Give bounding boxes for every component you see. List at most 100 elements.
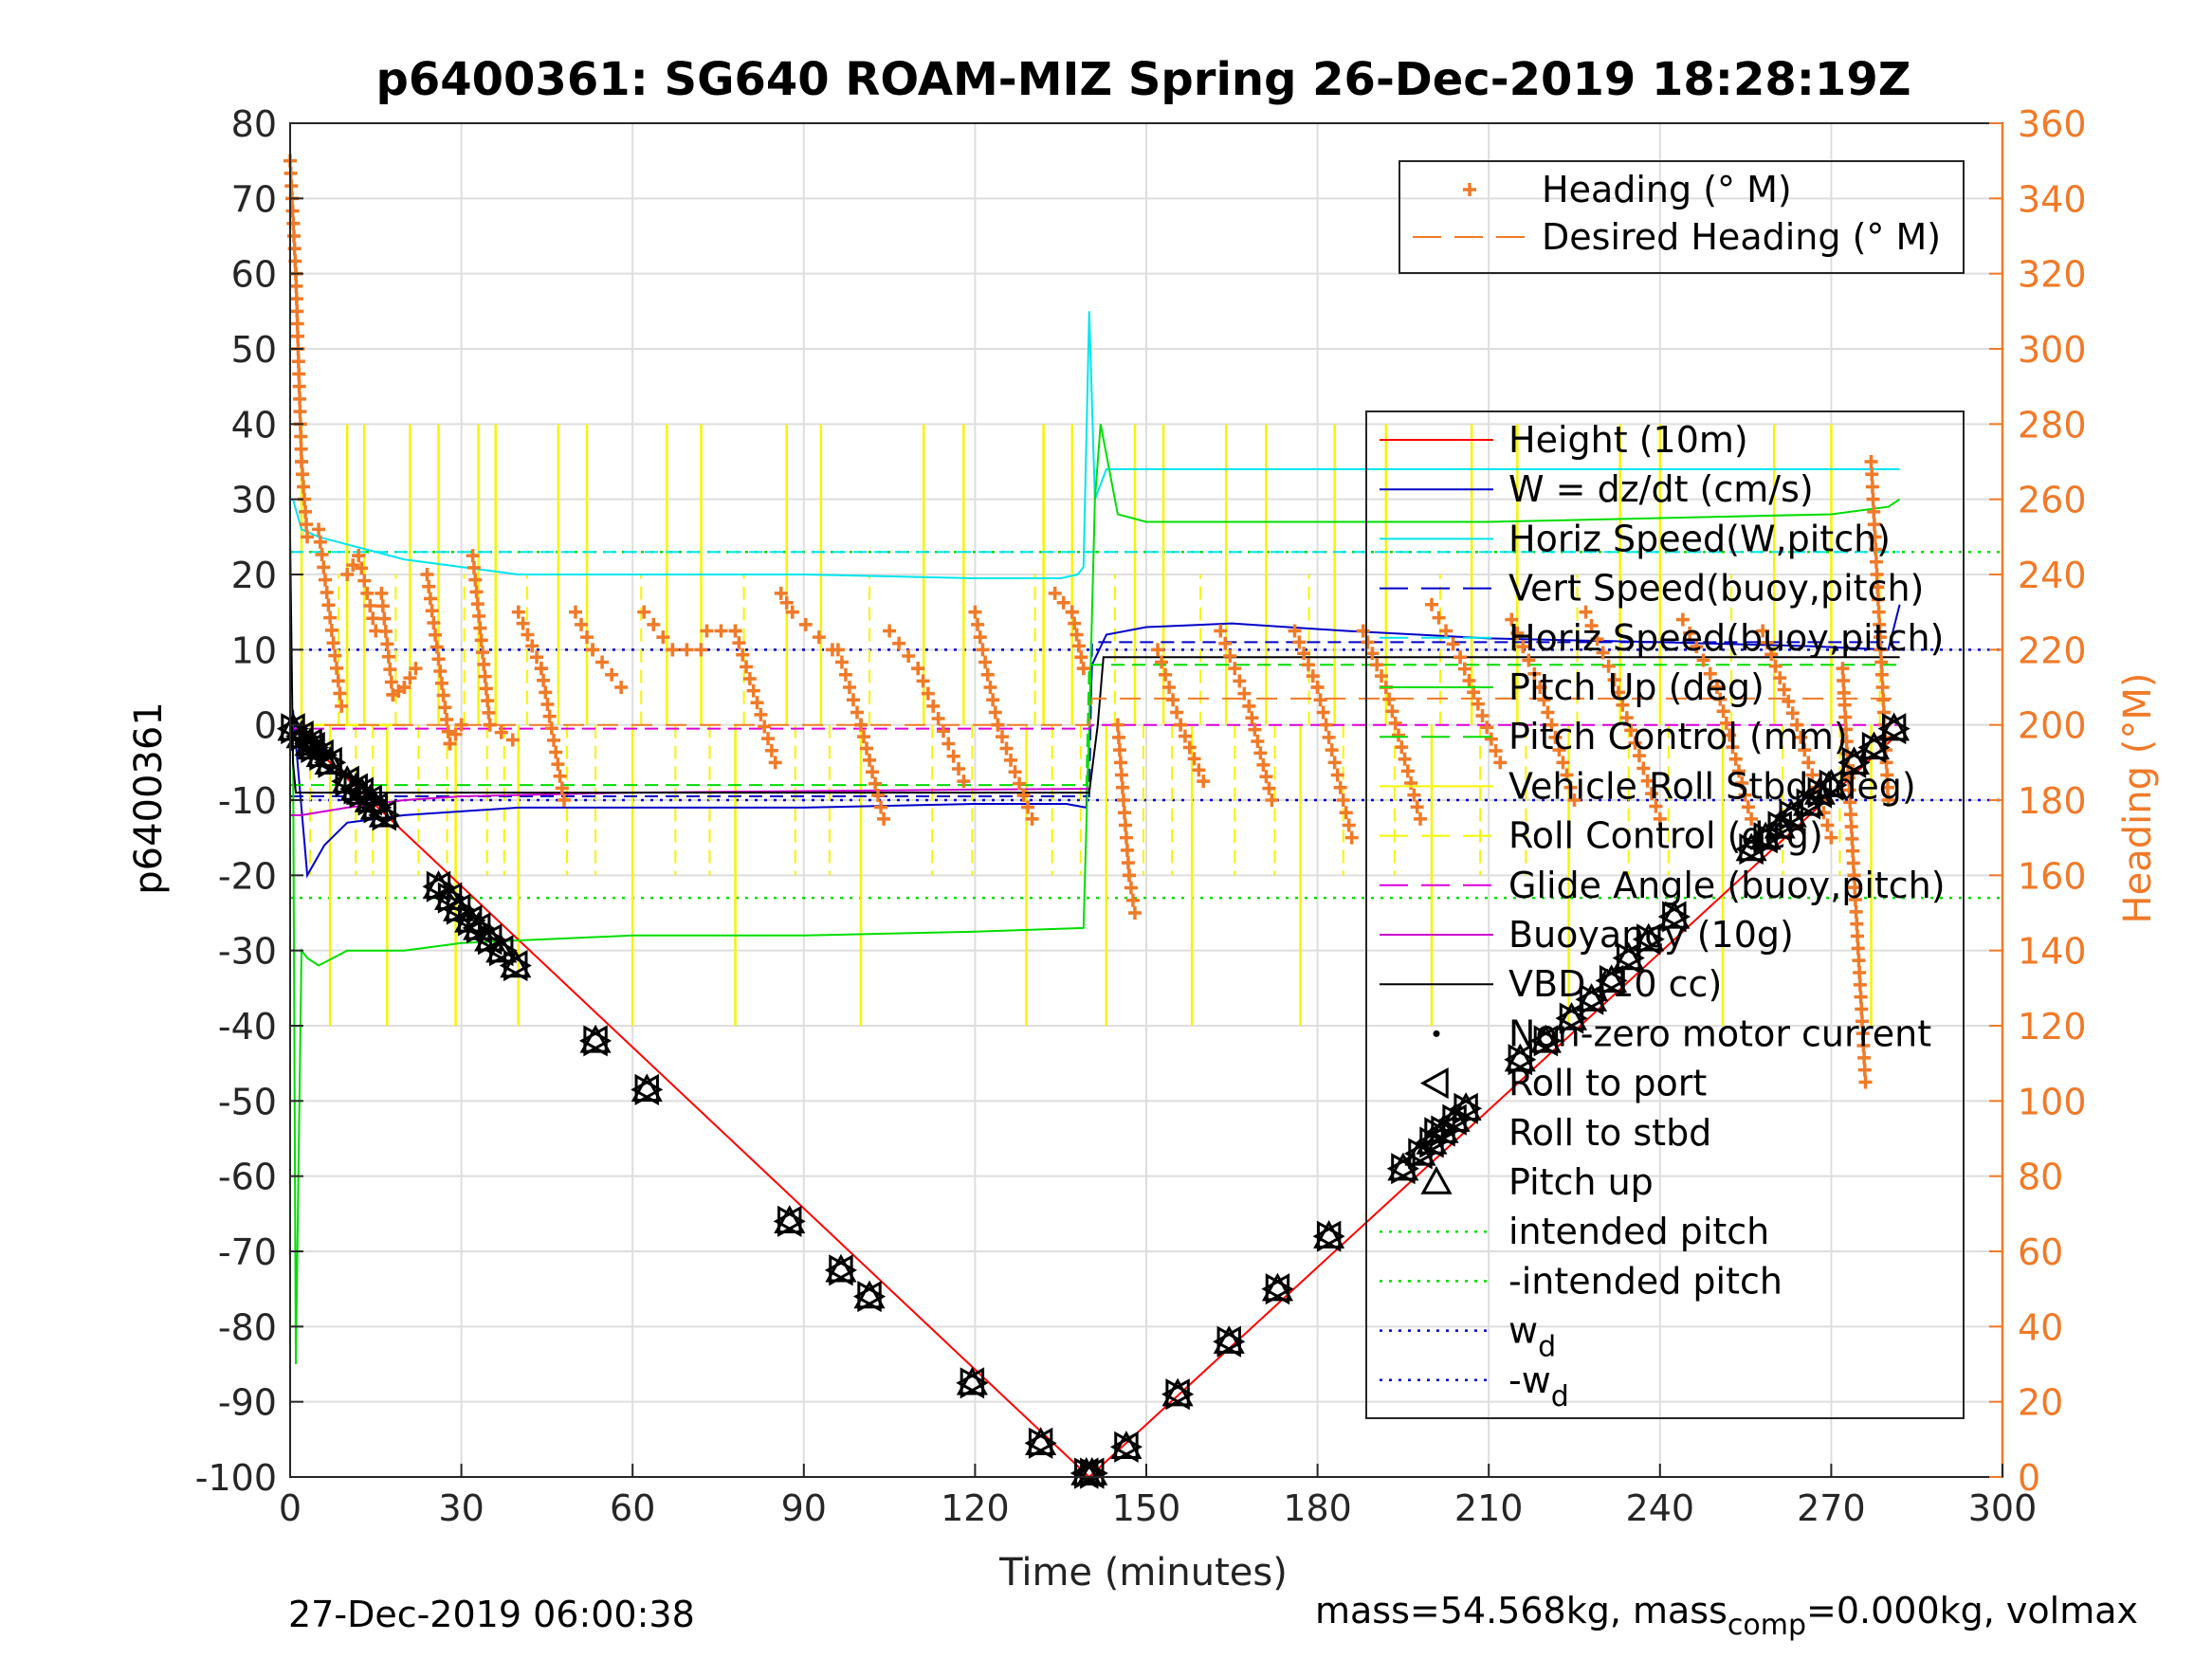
heading-point xyxy=(1116,793,1130,807)
heading-point xyxy=(1838,710,1853,724)
heading-point xyxy=(1837,685,1851,700)
heading-point xyxy=(1820,818,1835,832)
legend-label: Horiz Speed(buoy,pitch) xyxy=(1508,617,1944,659)
heading-point xyxy=(294,429,308,444)
heading-point xyxy=(834,655,849,669)
heading-point xyxy=(694,643,708,657)
heading-point xyxy=(1866,492,1880,506)
heading-point xyxy=(1782,694,1796,708)
heading-point xyxy=(521,628,535,642)
heading-point xyxy=(1848,881,1862,895)
heading-point xyxy=(1541,705,1555,720)
heading-point xyxy=(1407,788,1421,802)
roll-stbd-marker xyxy=(1165,1378,1195,1411)
heading-point xyxy=(831,643,845,657)
y-axis-right-label: Heading (°M) xyxy=(2116,673,2160,924)
heading-point xyxy=(1228,662,1242,676)
heading-point xyxy=(1867,504,1881,519)
heading-point xyxy=(534,662,548,676)
heading-point xyxy=(991,718,1005,732)
heading-point xyxy=(983,681,997,694)
heading-point xyxy=(1731,764,1746,778)
heading-point xyxy=(286,216,301,230)
heading-point xyxy=(926,699,941,713)
heading-point xyxy=(301,530,315,544)
heading-point xyxy=(1844,820,1858,833)
heading-point xyxy=(746,684,760,698)
roll-stbd-marker xyxy=(1559,1002,1588,1034)
heading-point xyxy=(1400,764,1415,778)
heading-point xyxy=(1413,811,1427,826)
legend-label: Non-zero motor current xyxy=(1508,1012,1931,1054)
heading-point xyxy=(1325,743,1339,757)
roll-stbd-marker xyxy=(1080,1457,1108,1489)
heading-point xyxy=(1248,722,1262,737)
heading-point xyxy=(1493,756,1508,770)
heading-point xyxy=(740,660,754,674)
footer-mass-post: =0.000kg, volmax xyxy=(1806,1590,2138,1632)
heading-point xyxy=(454,718,468,732)
heading-point xyxy=(360,586,375,600)
heading-point xyxy=(1579,605,1593,619)
y-tick-label-left: -100 xyxy=(195,1457,277,1499)
heading-point xyxy=(1439,624,1453,638)
y-tick-label-right: 240 xyxy=(2018,555,2087,596)
heading-point xyxy=(838,667,852,682)
heading-point xyxy=(377,611,392,626)
heading-point xyxy=(425,604,439,618)
heading-point xyxy=(1155,655,1169,669)
pitch-up-marker xyxy=(1529,1024,1562,1053)
pitch-up-marker xyxy=(579,1024,612,1053)
heading-point xyxy=(355,561,369,575)
legend-label: Horiz Speed(W,pitch) xyxy=(1508,518,1891,559)
legend-label: Height (10m) xyxy=(1508,419,1748,461)
heading-point xyxy=(971,617,985,631)
heading-point xyxy=(1333,780,1347,794)
heading-point xyxy=(1601,659,1616,673)
legend-label-sub: d xyxy=(1551,1380,1569,1413)
heading-point xyxy=(422,579,436,593)
heading-point xyxy=(1851,929,1865,943)
y-tick-label-right: 180 xyxy=(2018,780,2087,822)
legend-heading: Heading (° M) Desired Heading (° M) xyxy=(1398,160,1965,274)
series-horiz xyxy=(292,311,1900,579)
heading-point xyxy=(1522,653,1536,667)
heading-point xyxy=(1048,586,1062,600)
heading-point xyxy=(1790,718,1804,732)
heading-point xyxy=(868,776,883,791)
heading-point xyxy=(1122,868,1136,883)
x-axis-label: Time (minutes) xyxy=(998,1551,1288,1595)
heading-point xyxy=(1330,768,1344,782)
roll-stbd-marker xyxy=(1599,964,1628,996)
roll-stbd-marker xyxy=(1265,1273,1294,1305)
heading-point xyxy=(883,624,897,638)
heading-point xyxy=(1336,793,1350,807)
heading-point xyxy=(1253,746,1268,760)
heading-point xyxy=(1857,1063,1872,1077)
heading-point xyxy=(1115,780,1129,794)
heading-point xyxy=(921,686,935,701)
pitch-up-marker xyxy=(1633,922,1665,952)
heading-point xyxy=(1619,711,1634,725)
heading-point xyxy=(1297,647,1311,661)
heading-point xyxy=(427,616,441,629)
roll-stbd-marker xyxy=(503,949,532,982)
heading-point xyxy=(1881,793,1895,807)
roll-stbd-marker xyxy=(1861,731,1891,764)
heading-point xyxy=(547,733,561,747)
heading-point xyxy=(478,669,492,684)
heading-point xyxy=(1262,781,1276,795)
heading-point xyxy=(798,617,813,631)
heading-point xyxy=(1846,856,1860,870)
heading-point xyxy=(758,720,772,734)
heading-point xyxy=(656,630,670,645)
heading-point xyxy=(1069,628,1084,642)
heading-point xyxy=(553,769,567,783)
heading-point xyxy=(1110,718,1124,732)
y-tick-label-left: -40 xyxy=(218,1006,277,1048)
heading-point xyxy=(1764,647,1779,662)
legend-label: Roll Control (deg) xyxy=(1508,815,1823,857)
heading-point xyxy=(1851,941,1865,956)
y-tick-label-left: -20 xyxy=(218,855,277,897)
heading-point xyxy=(700,624,714,638)
